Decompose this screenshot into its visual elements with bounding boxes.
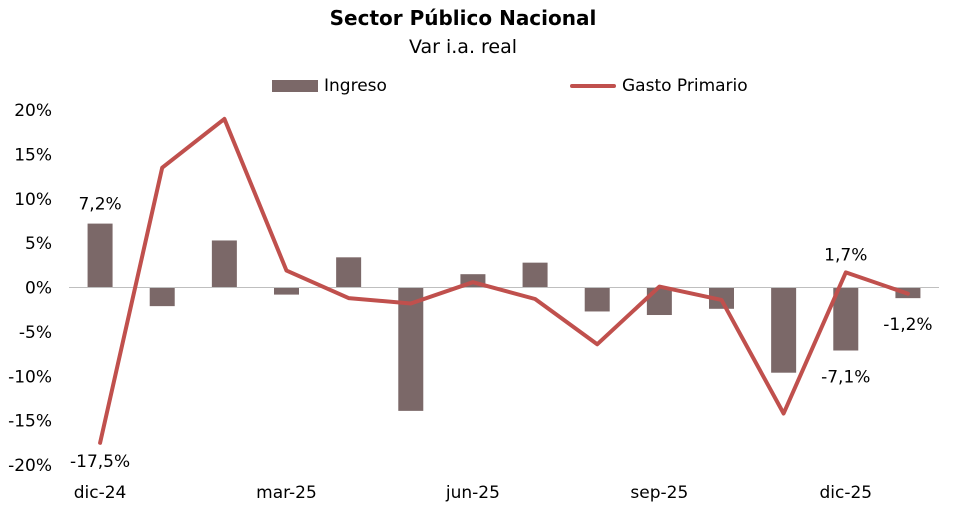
bar-ingreso <box>646 287 672 316</box>
y-tick-label: -15% <box>8 412 52 432</box>
line-gasto-primario <box>98 116 910 445</box>
y-tick-label: 10% <box>14 190 52 210</box>
y-tick-label: 5% <box>25 234 52 254</box>
chart-legend: Ingreso Gasto Primario <box>0 76 954 100</box>
x-tick-label: mar-25 <box>256 483 317 503</box>
y-tick-label: -10% <box>8 367 52 387</box>
y-tick-label: -20% <box>8 456 52 476</box>
chart-title: Sector Público Nacional <box>329 6 597 30</box>
legend-item-ingreso: Ingreso <box>272 76 387 96</box>
data-label: -17,5% <box>70 452 130 472</box>
data-label: -1,2% <box>883 315 932 335</box>
x-tick-label: jun-25 <box>445 483 500 503</box>
bar-ingreso <box>522 262 548 288</box>
legend-item-gasto-primario: Gasto Primario <box>570 76 748 96</box>
y-tick-label: -5% <box>19 323 52 343</box>
legend-swatch-ingreso <box>272 80 318 92</box>
legend-label-gasto-primario: Gasto Primario <box>622 76 748 96</box>
legend-swatch-gasto-primario <box>570 84 616 88</box>
y-tick-label: 20% <box>14 101 52 121</box>
y-tick-label: 15% <box>14 145 52 165</box>
data-label: -7,1% <box>821 368 870 388</box>
x-tick-label: dic-24 <box>74 483 127 503</box>
bar-ingreso <box>336 257 362 288</box>
bar-ingreso <box>584 287 610 312</box>
bar-ingreso <box>211 240 237 288</box>
data-label: 7,2% <box>78 195 121 215</box>
bar-ingreso <box>87 223 113 288</box>
bar-ingreso <box>771 287 797 373</box>
bar-ingreso <box>833 287 859 351</box>
bar-ingreso <box>149 287 175 307</box>
bar-ingreso <box>274 287 299 295</box>
y-tick-label: 0% <box>25 279 52 299</box>
chart-subtitle: Var i.a. real <box>408 36 518 58</box>
legend-label-ingreso: Ingreso <box>324 76 387 96</box>
x-tick-label: sep-25 <box>630 483 688 503</box>
x-tick-label: dic-25 <box>819 483 872 503</box>
data-label: 1,7% <box>824 245 867 265</box>
bar-ingreso <box>398 287 424 411</box>
